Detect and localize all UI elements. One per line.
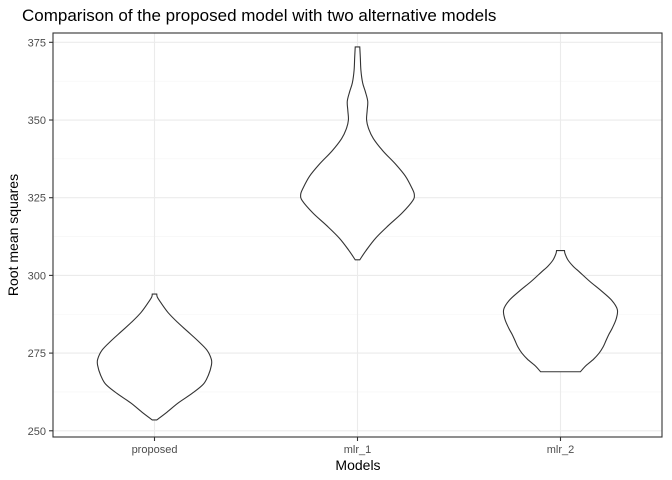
y-tick-label: 300 — [28, 270, 46, 282]
y-tick-label: 350 — [28, 115, 46, 127]
y-tick-label: 275 — [28, 348, 46, 360]
violin-mlr-2 — [502, 249, 619, 373]
violins — [96, 46, 619, 421]
x-tick-label: proposed — [132, 444, 178, 456]
violin-mlr-1 — [300, 46, 415, 261]
x-axis-title: Models — [335, 457, 380, 473]
y-tick-label: 325 — [28, 193, 46, 205]
y-axis-title: Root mean squares — [5, 174, 21, 296]
x-tick-label: mlr_2 — [547, 444, 575, 456]
y-tick-label: 375 — [28, 37, 46, 49]
violin-proposed — [96, 293, 213, 421]
chart-title: Comparison of the proposed model with tw… — [22, 6, 496, 25]
x-axis: proposed mlr_1 mlr_2 — [132, 437, 575, 456]
y-tick-label: 250 — [28, 426, 46, 438]
y-axis: 250 275 300 325 350 375 — [28, 37, 53, 438]
x-tick-label: mlr_1 — [344, 444, 372, 456]
